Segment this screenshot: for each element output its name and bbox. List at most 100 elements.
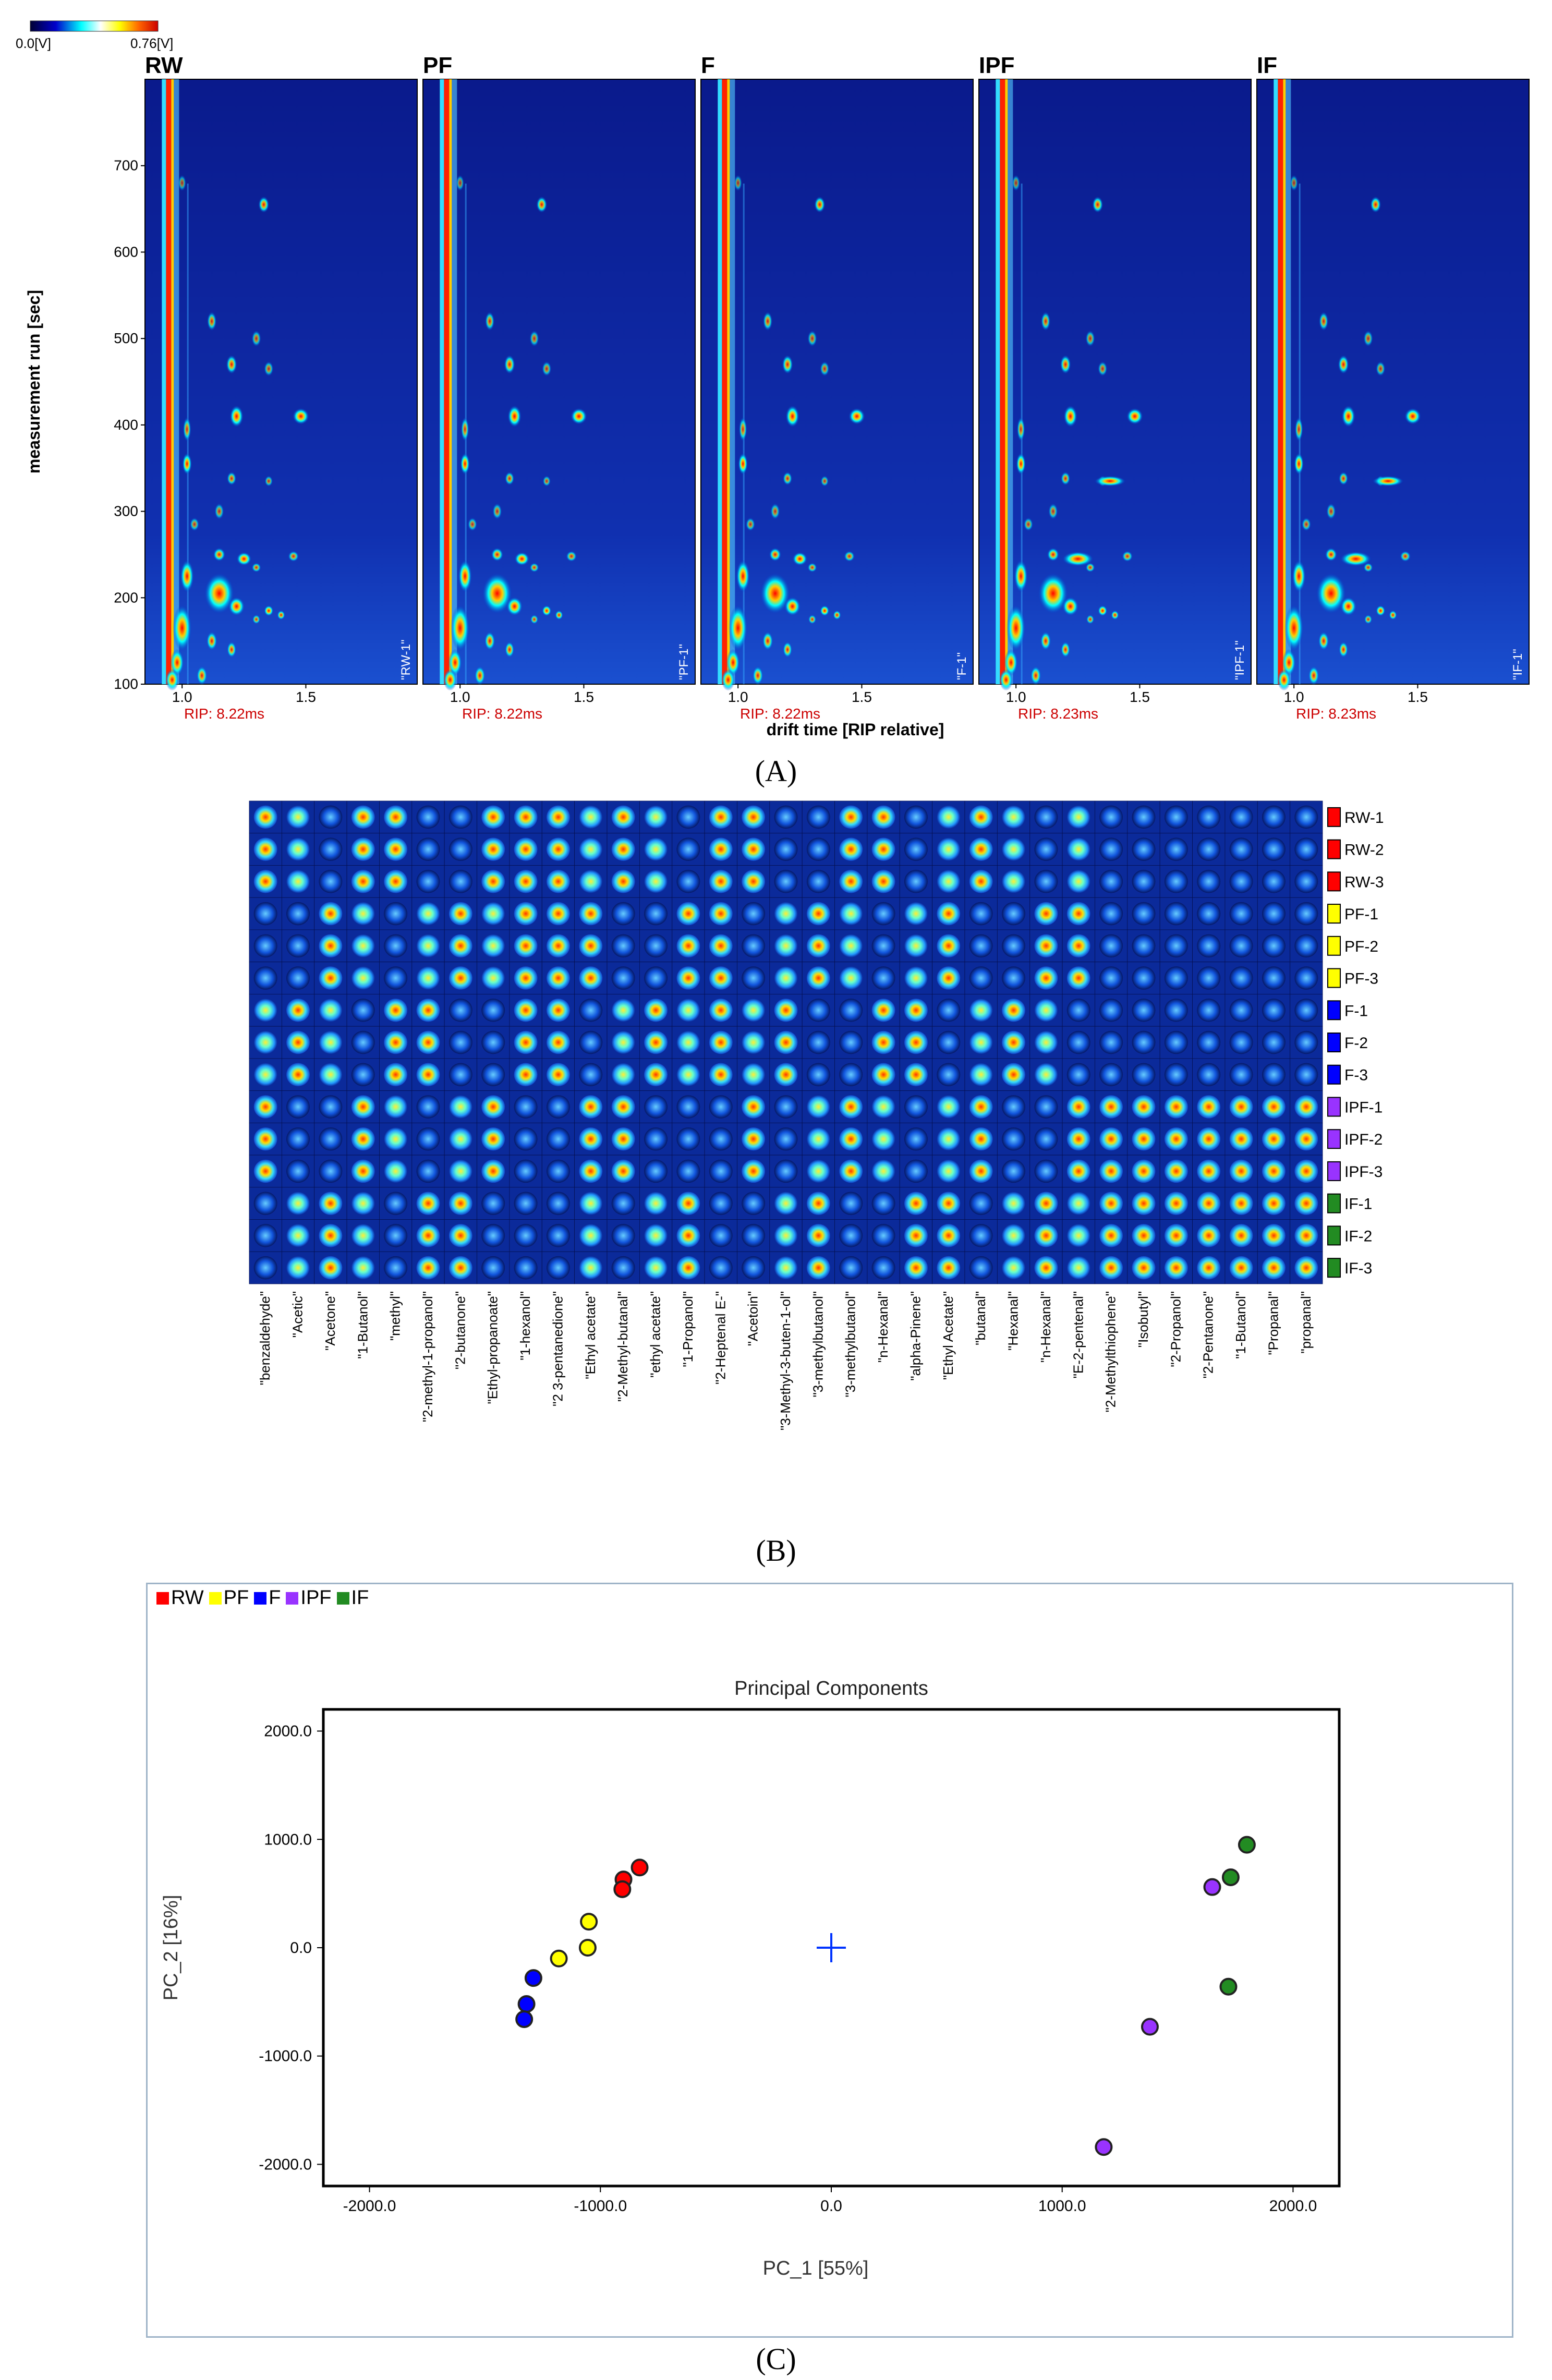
gallery-spot — [1002, 837, 1025, 861]
gallery-spot — [806, 837, 830, 861]
gallery-spot — [481, 966, 505, 990]
gallery-spot — [611, 1224, 635, 1247]
peak-spot — [1041, 311, 1051, 331]
peak-spot — [258, 196, 270, 213]
gallery-spot — [1034, 934, 1058, 958]
gallery-spot — [1099, 966, 1123, 990]
gallery-spot — [384, 1192, 408, 1215]
peak-spot — [820, 476, 829, 487]
peak-spot — [172, 605, 192, 651]
gallery-spot — [937, 1224, 961, 1247]
y-tick-label: 300 — [114, 503, 138, 519]
gallery-spot — [416, 1256, 440, 1280]
gallery-spot — [774, 1063, 798, 1086]
gallery-spot — [1262, 902, 1286, 926]
peak-spot — [1122, 551, 1133, 562]
gallery-spot — [1034, 1256, 1058, 1280]
gallery-spot — [676, 837, 700, 861]
gallery-spot — [676, 1256, 700, 1280]
gallery-spot — [481, 1224, 505, 1247]
peak-spot — [206, 631, 217, 651]
gallery-spot — [1262, 837, 1286, 861]
gallery-spot — [774, 870, 798, 893]
gallery-spot — [481, 870, 505, 893]
gallery-spot — [742, 1192, 766, 1215]
gallery-spot — [806, 1256, 830, 1280]
peak-spot — [458, 560, 472, 593]
gallery-spot — [253, 837, 277, 861]
gallery-spot — [1132, 902, 1156, 926]
gallery-spot — [1294, 870, 1318, 893]
gallery-spot — [871, 1224, 895, 1247]
gallery-spot — [1002, 1063, 1025, 1086]
peak-spot — [844, 551, 855, 562]
row-color-swatch — [1327, 1258, 1341, 1278]
column-label: "2-Methyl-butanal" — [615, 1291, 630, 1402]
peak-spot — [1363, 330, 1373, 347]
gallery-spot — [774, 966, 798, 990]
gallery-spot — [1164, 870, 1188, 893]
gallery-spot — [319, 1095, 343, 1119]
legend-item-pf: PF — [209, 1587, 249, 1609]
gallery-spot — [644, 837, 668, 861]
gallery-spot — [547, 902, 570, 926]
gallery-spot — [969, 1256, 993, 1280]
data-point-pf — [578, 1939, 597, 1957]
y-tick-label: 600 — [114, 244, 138, 260]
gallery-spot — [937, 934, 961, 958]
y-axis-label: PC_2 [16%] — [160, 1895, 182, 2001]
gallery-spot — [1262, 1192, 1286, 1215]
gallery-spot — [904, 1192, 928, 1215]
y-tick-label: 700 — [114, 157, 138, 174]
gallery-spot — [514, 805, 538, 829]
topo-plot-background — [700, 79, 974, 685]
legend-swatch-ipf — [286, 1592, 299, 1605]
peak-spot — [530, 614, 539, 624]
gallery-spot — [253, 999, 277, 1022]
gallery-spot — [253, 1256, 277, 1280]
peak-spot — [833, 610, 841, 620]
gallery-spot — [644, 1224, 668, 1247]
gallery-spot — [547, 1127, 570, 1151]
gallery-spot — [1229, 1224, 1253, 1247]
peak-spot — [1277, 669, 1291, 691]
gallery-spot — [904, 934, 928, 958]
gallery-spot — [937, 999, 961, 1022]
x-tick-label: 1.0 — [1284, 689, 1304, 705]
peak-spot — [529, 563, 539, 573]
peak-spot — [288, 551, 299, 562]
peak-spot — [1012, 175, 1020, 191]
gallery-spot — [806, 999, 830, 1022]
peak-spot — [1038, 573, 1068, 614]
gallery-spot — [448, 1063, 472, 1086]
rip-label: RIP: 8.23ms — [1296, 706, 1376, 722]
column-label: "benzaldehyde" — [257, 1291, 273, 1385]
topo-plot-sample-label: "F-1" — [955, 652, 969, 680]
gallery-spot — [937, 1030, 961, 1054]
peak-spot — [848, 408, 865, 424]
peak-spot — [1340, 597, 1357, 616]
gallery-spot — [839, 1030, 863, 1054]
gallery-spot — [514, 1224, 538, 1247]
peak-spot — [226, 471, 237, 485]
peak-spot — [736, 560, 750, 593]
gallery-spot — [448, 1127, 472, 1151]
gallery-spot — [969, 999, 993, 1022]
row-label: RW-1 — [1344, 809, 1384, 827]
gallery-spot — [644, 1256, 668, 1280]
gallery-spot — [1002, 902, 1025, 926]
gallery-spot — [1197, 934, 1221, 958]
gallery-spot — [1034, 902, 1058, 926]
x-tick-label: 1.5 — [1130, 689, 1150, 705]
gallery-spot — [1066, 1030, 1090, 1054]
peak-spot — [1301, 517, 1312, 531]
topo-plot-background — [422, 79, 696, 685]
gallery-spot — [937, 1095, 961, 1119]
gallery-spot — [676, 934, 700, 958]
panel-c-caption: (C) — [756, 2342, 796, 2376]
topo-plot-ipf: "IPF-1" — [978, 79, 1252, 691]
gallery-spot — [709, 1063, 733, 1086]
x-tick-label: 0.0 — [820, 2197, 842, 2215]
column-label: "3-Methyl-3-buten-1-ol" — [778, 1291, 793, 1430]
gallery-spot — [384, 1095, 408, 1119]
